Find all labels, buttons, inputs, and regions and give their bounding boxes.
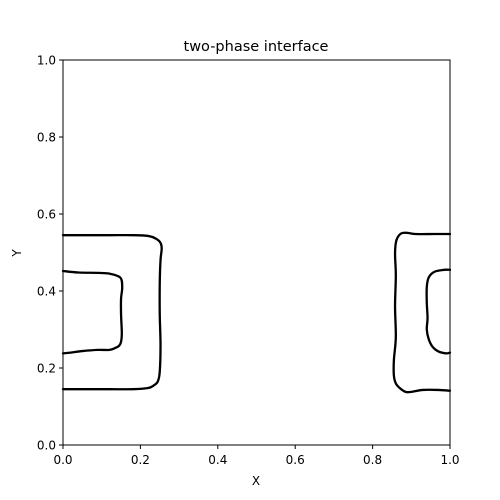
y-tick-label: 0.6 bbox=[37, 208, 56, 222]
y-axis-label: Y bbox=[10, 249, 24, 258]
x-axis: 0.0 0.2 0.4 0.6 0.8 1.0 bbox=[53, 445, 460, 467]
interface-contour-3 bbox=[392, 231, 452, 394]
axes-frame bbox=[62, 59, 451, 446]
chart-title: two-phase interface bbox=[184, 39, 329, 55]
x-tick-label: 0.6 bbox=[286, 453, 305, 467]
y-axis: 0.0 0.2 0.4 0.6 0.8 1.0 bbox=[37, 54, 63, 453]
interface-contour-2 bbox=[61, 269, 124, 355]
y-tick-label: 0.0 bbox=[37, 439, 56, 453]
y-tick-label: 0.8 bbox=[37, 131, 56, 145]
interface-contour-4 bbox=[425, 268, 452, 355]
x-tick-label: 0.4 bbox=[208, 453, 227, 467]
x-tick-label: 0.2 bbox=[131, 453, 150, 467]
interface-contour-1 bbox=[61, 233, 163, 391]
x-tick-label: 1.0 bbox=[440, 453, 459, 467]
x-tick-label: 0.8 bbox=[363, 453, 382, 467]
y-tick-label: 1.0 bbox=[37, 54, 56, 68]
y-tick-label: 0.2 bbox=[37, 362, 56, 376]
y-tick-label: 0.4 bbox=[37, 285, 56, 299]
plot-area bbox=[61, 231, 452, 394]
x-tick-label: 0.0 bbox=[53, 453, 72, 467]
x-axis-label: X bbox=[252, 474, 260, 488]
